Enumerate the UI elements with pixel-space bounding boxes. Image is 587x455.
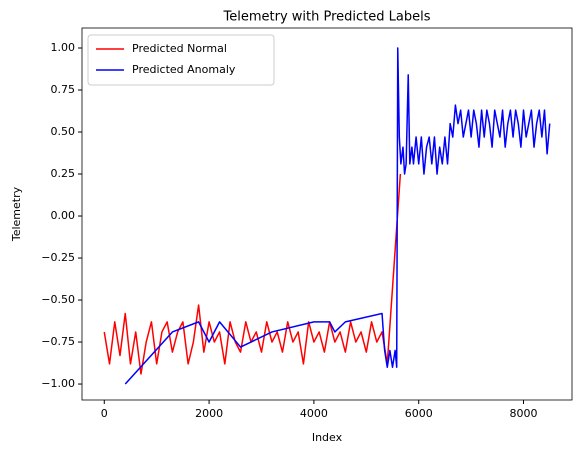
- legend-box: [87, 34, 275, 86]
- y-tick-label: −0.75: [41, 335, 75, 348]
- series-line: [124, 47, 551, 385]
- y-axis-label: Telemetry: [10, 186, 23, 242]
- plot-frame: [81, 27, 573, 401]
- y-tick-label: 0.00: [51, 209, 76, 222]
- legend-label: Predicted Normal: [132, 42, 227, 55]
- x-tick-label: 8000: [510, 407, 538, 420]
- series-line: [103, 173, 402, 375]
- y-tick-label: 0.50: [51, 125, 76, 138]
- x-tick-label: 6000: [405, 407, 433, 420]
- y-tick-label: 0.75: [51, 83, 76, 96]
- x-tick-label: 0: [101, 407, 108, 420]
- y-tick-label: 1.00: [51, 41, 76, 54]
- legend-label: Predicted Anomaly: [132, 63, 236, 76]
- y-tick-label: −0.50: [41, 293, 75, 306]
- chart-title: Telemetry with Predicted Labels: [223, 10, 431, 25]
- x-tick-label: 4000: [300, 407, 328, 420]
- x-tick-label: 2000: [195, 407, 223, 420]
- x-axis-label: Index: [312, 431, 343, 444]
- y-tick-label: 0.25: [51, 167, 76, 180]
- y-tick-label: −1.00: [41, 377, 75, 390]
- y-tick-label: −0.25: [41, 251, 75, 264]
